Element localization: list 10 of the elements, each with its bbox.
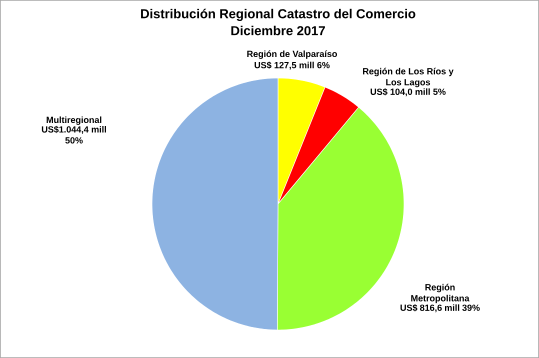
slice-label: Región de Los Ríos y Los Lagos xyxy=(363,68,454,88)
data-label: US$1.044,4 mill 50% xyxy=(42,126,106,144)
slice-label: Multiregional xyxy=(46,116,102,125)
slice-label: Región Metropolitana xyxy=(411,284,470,304)
data-label: US$ 104,0 mill 5% xyxy=(370,88,446,96)
data-label: US$ 816,6 mill 39% xyxy=(400,304,480,312)
slice-label: Región de Valparaíso xyxy=(247,50,338,59)
data-label: US$ 127,5 mill 6% xyxy=(254,62,330,70)
chart-subtitle: Diciembre 2017 xyxy=(231,26,325,36)
chart-title: Distribución Regional Catastro del Comercio xyxy=(141,8,416,21)
